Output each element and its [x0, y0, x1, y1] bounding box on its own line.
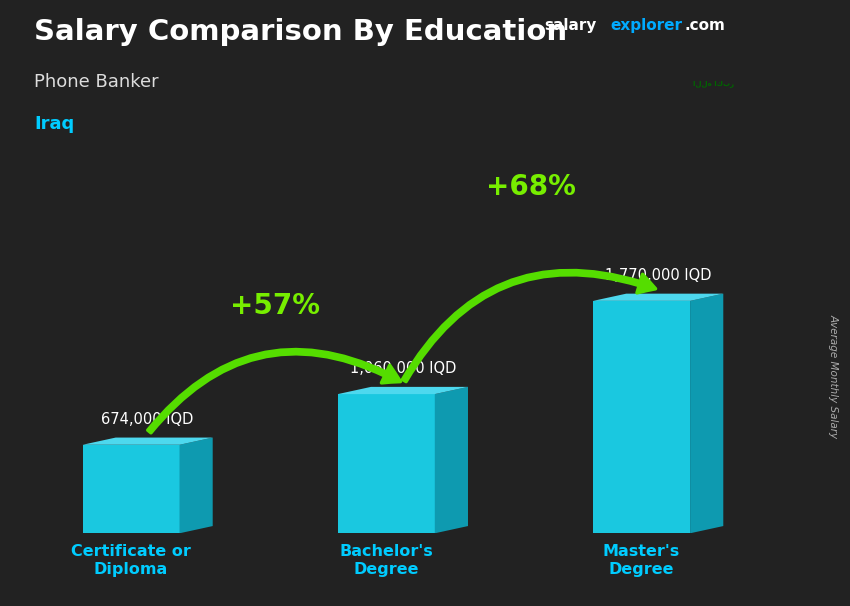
Polygon shape	[337, 387, 468, 394]
Text: +68%: +68%	[485, 173, 575, 201]
Text: salary: salary	[544, 18, 597, 33]
Polygon shape	[593, 294, 723, 301]
Polygon shape	[82, 445, 179, 533]
FancyArrowPatch shape	[148, 350, 400, 433]
Text: 674,000 IQD: 674,000 IQD	[101, 412, 194, 427]
Text: Iraq: Iraq	[34, 115, 74, 133]
Polygon shape	[337, 394, 435, 533]
Text: explorer: explorer	[610, 18, 683, 33]
FancyArrowPatch shape	[403, 270, 655, 382]
Text: 1,770,000 IQD: 1,770,000 IQD	[605, 268, 711, 283]
Text: Average Monthly Salary: Average Monthly Salary	[829, 314, 839, 438]
Text: 1,060,000 IQD: 1,060,000 IQD	[349, 361, 456, 376]
Polygon shape	[435, 387, 468, 533]
Polygon shape	[82, 438, 212, 445]
Polygon shape	[593, 301, 690, 533]
Text: Salary Comparison By Education: Salary Comparison By Education	[34, 18, 567, 46]
Polygon shape	[690, 294, 723, 533]
Text: Phone Banker: Phone Banker	[34, 73, 159, 91]
Text: .com: .com	[684, 18, 725, 33]
Text: +57%: +57%	[230, 292, 320, 320]
Text: الله اكبر: الله اكبر	[694, 80, 734, 87]
Polygon shape	[179, 438, 212, 533]
